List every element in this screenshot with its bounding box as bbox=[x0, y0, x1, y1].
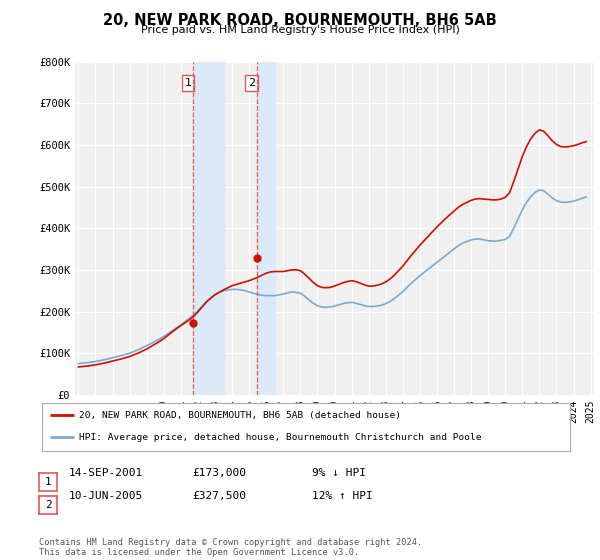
Text: Price paid vs. HM Land Registry's House Price Index (HPI): Price paid vs. HM Land Registry's House … bbox=[140, 25, 460, 35]
Text: £173,000: £173,000 bbox=[192, 468, 246, 478]
Text: 14-SEP-2001: 14-SEP-2001 bbox=[69, 468, 143, 478]
Text: 1: 1 bbox=[184, 78, 191, 88]
Text: 20, NEW PARK ROAD, BOURNEMOUTH, BH6 5AB: 20, NEW PARK ROAD, BOURNEMOUTH, BH6 5AB bbox=[103, 13, 497, 29]
Text: HPI: Average price, detached house, Bournemouth Christchurch and Poole: HPI: Average price, detached house, Bour… bbox=[79, 433, 481, 442]
Text: 2: 2 bbox=[248, 78, 255, 88]
Text: 20, NEW PARK ROAD, BOURNEMOUTH, BH6 5AB (detached house): 20, NEW PARK ROAD, BOURNEMOUTH, BH6 5AB … bbox=[79, 410, 401, 419]
Bar bbox=[257, 62, 275, 395]
Text: 10-JUN-2005: 10-JUN-2005 bbox=[69, 491, 143, 501]
Text: 2: 2 bbox=[44, 500, 52, 510]
Text: 12% ↑ HPI: 12% ↑ HPI bbox=[312, 491, 373, 501]
Text: 9% ↓ HPI: 9% ↓ HPI bbox=[312, 468, 366, 478]
Text: 1: 1 bbox=[44, 477, 52, 487]
Bar bbox=[193, 62, 224, 395]
Text: Contains HM Land Registry data © Crown copyright and database right 2024.
This d: Contains HM Land Registry data © Crown c… bbox=[39, 538, 422, 557]
Text: £327,500: £327,500 bbox=[192, 491, 246, 501]
